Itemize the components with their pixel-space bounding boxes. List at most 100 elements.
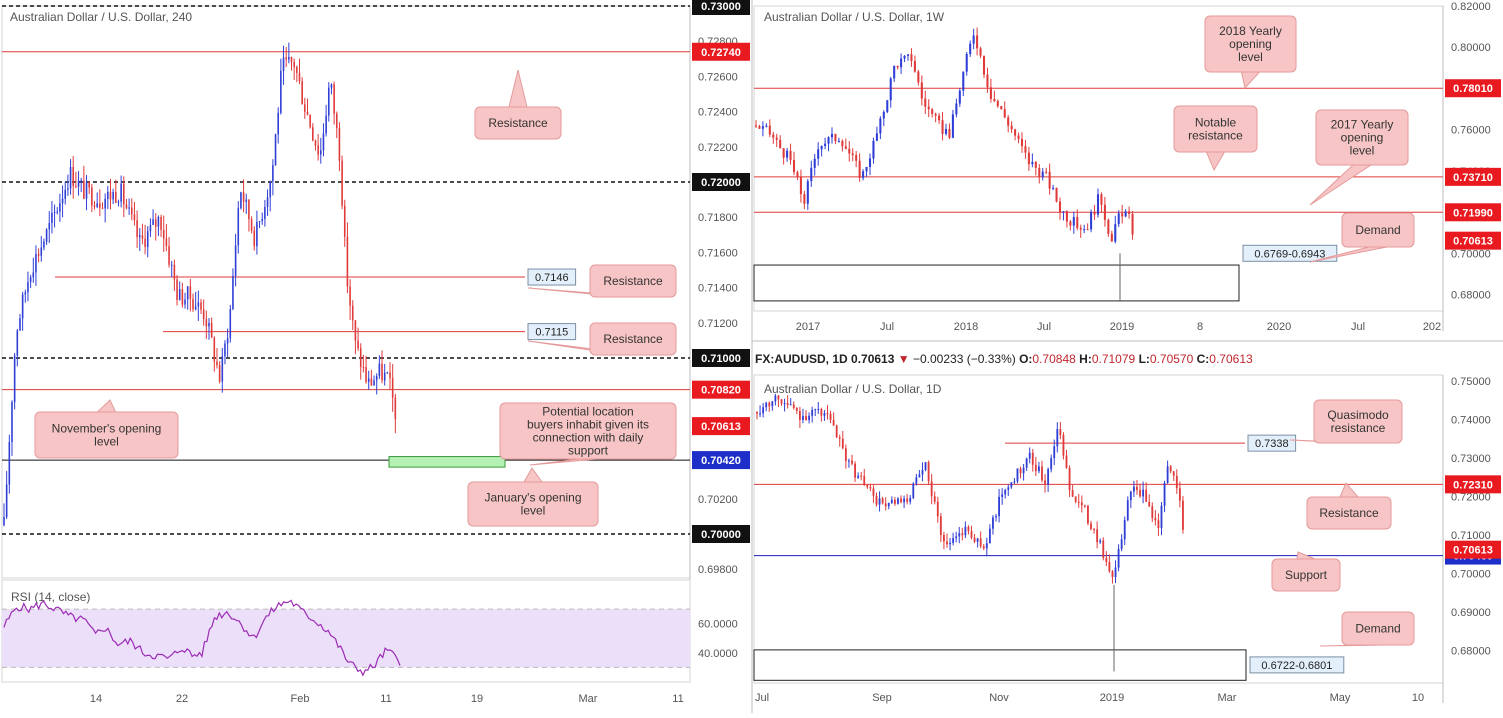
candle-body bbox=[35, 254, 37, 272]
candle-body bbox=[1076, 217, 1078, 228]
candle-body bbox=[885, 503, 887, 506]
candle-body bbox=[1049, 172, 1051, 189]
candle-body bbox=[1059, 202, 1061, 213]
candle-body bbox=[17, 330, 19, 355]
candle-body bbox=[1059, 429, 1061, 435]
candle-body bbox=[251, 219, 253, 230]
candle-body bbox=[48, 223, 50, 229]
weekly-last-price-label: 0.70613 bbox=[1453, 236, 1493, 248]
daily-x-tick: Jul bbox=[755, 692, 769, 704]
candle-body bbox=[291, 57, 293, 62]
h4-y-tick: 0.71400 bbox=[698, 283, 738, 295]
candle-body bbox=[134, 214, 136, 220]
candle-body bbox=[903, 499, 905, 503]
candle-body bbox=[1028, 153, 1030, 165]
candle-body bbox=[75, 186, 77, 187]
h4-price-box-0.70820-label: 0.70820 bbox=[701, 385, 741, 397]
candle-body bbox=[969, 44, 971, 54]
candle-body bbox=[158, 217, 160, 227]
weekly-x-tick: 2020 bbox=[1267, 321, 1291, 333]
candle-body bbox=[1069, 468, 1071, 490]
candle-body bbox=[980, 48, 982, 55]
candle-body bbox=[888, 503, 890, 506]
candle-body bbox=[828, 137, 830, 143]
candle-body bbox=[1081, 502, 1083, 505]
candle-body bbox=[128, 208, 130, 209]
candle-body bbox=[3, 517, 5, 525]
candle-body bbox=[224, 343, 226, 356]
candle-body bbox=[995, 516, 997, 517]
candle-body bbox=[890, 78, 892, 100]
daily-y-tick: 0.68000 bbox=[1451, 645, 1491, 657]
candle-body bbox=[1066, 211, 1068, 221]
candle-body bbox=[1182, 501, 1184, 530]
candle-body bbox=[924, 99, 926, 107]
candle-body bbox=[776, 138, 778, 140]
candle-body bbox=[88, 182, 90, 187]
candle-body bbox=[869, 487, 871, 488]
candle-body bbox=[131, 208, 133, 215]
weekly-y-tick: 0.80000 bbox=[1451, 42, 1491, 54]
candle-body bbox=[80, 181, 82, 182]
candle-body bbox=[1132, 214, 1134, 234]
candle-body bbox=[912, 484, 914, 498]
candle-body bbox=[336, 114, 338, 128]
candle-body bbox=[22, 294, 24, 318]
candle-body bbox=[848, 149, 850, 154]
h4-y-tick: 0.72200 bbox=[698, 142, 738, 154]
candle-body bbox=[1112, 571, 1114, 577]
candle-body bbox=[863, 476, 865, 485]
h4-y-tick: 0.72400 bbox=[698, 107, 738, 119]
candle-body bbox=[43, 242, 45, 248]
candle-body bbox=[765, 403, 767, 408]
candle-body bbox=[823, 413, 825, 416]
candle-body bbox=[347, 237, 349, 287]
candle-body bbox=[206, 319, 208, 326]
candle-body bbox=[99, 203, 101, 207]
candle-body bbox=[756, 412, 758, 414]
candle-body bbox=[94, 206, 96, 207]
candle-body bbox=[371, 378, 373, 385]
quote-l: 0.70570 bbox=[1150, 352, 1194, 366]
candle-body bbox=[990, 87, 992, 99]
candle-body bbox=[1108, 562, 1110, 571]
candle-body bbox=[787, 403, 789, 405]
quote-c_label: C: bbox=[1197, 352, 1210, 366]
candle-body bbox=[862, 171, 864, 178]
candle-body bbox=[232, 276, 234, 309]
candle-body bbox=[243, 192, 245, 202]
candle-body bbox=[32, 272, 34, 277]
candle-body bbox=[227, 338, 229, 343]
candle-body bbox=[779, 140, 781, 148]
candle-body bbox=[1026, 459, 1028, 468]
daily-y-tick: 0.70000 bbox=[1451, 568, 1491, 580]
h4-y-tick: 0.71800 bbox=[698, 212, 738, 224]
daily-x-tick: 10 bbox=[1412, 692, 1424, 704]
candle-body bbox=[142, 235, 144, 238]
candle-body bbox=[983, 56, 985, 75]
daily-x-tick: Sep bbox=[872, 692, 892, 704]
candle-body bbox=[253, 231, 255, 247]
candle-body bbox=[174, 265, 176, 280]
h4-callout-text: Resistance bbox=[603, 274, 663, 288]
candle-body bbox=[1121, 213, 1123, 216]
candle-body bbox=[235, 245, 237, 276]
candle-body bbox=[817, 149, 819, 158]
candle-body bbox=[931, 481, 933, 496]
candle-body bbox=[803, 194, 805, 204]
candle-body bbox=[1179, 488, 1181, 500]
h4-y-tick: 0.69800 bbox=[698, 564, 738, 576]
candle-body bbox=[1047, 469, 1049, 484]
candle-body bbox=[968, 527, 970, 531]
candle-body bbox=[817, 409, 819, 410]
candle-body bbox=[280, 71, 282, 113]
candle-body bbox=[14, 356, 16, 402]
daily-x-tick: May bbox=[1330, 692, 1351, 704]
candle-body bbox=[67, 188, 69, 189]
candle-body bbox=[781, 399, 783, 403]
h4-x-tick: 11 bbox=[672, 693, 683, 705]
candle-body bbox=[1042, 172, 1044, 177]
candle-body bbox=[869, 158, 871, 166]
candle-body bbox=[934, 496, 936, 502]
